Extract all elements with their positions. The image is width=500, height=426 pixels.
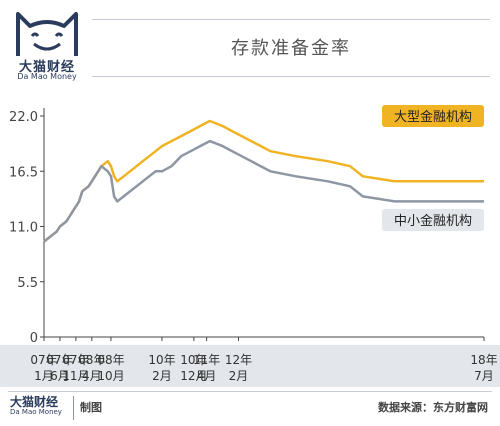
footer-brand-subtitle: Da Mao Money: [10, 408, 62, 416]
x-tick-label-year: 07年: [30, 353, 57, 367]
x-tick-label-year: 08年: [78, 353, 105, 367]
footer-separator: [73, 396, 74, 420]
legend-large-banks-label: 大型金融机构: [394, 109, 472, 125]
y-tick-label: 5.5: [17, 276, 38, 291]
x-tick-label-month: 10月: [97, 369, 124, 383]
footer-brand-name: 大猫财经: [10, 395, 59, 409]
legend-small-banks-label: 中小金融机构: [394, 213, 472, 229]
footer-made-label: 制图: [80, 401, 102, 414]
brand-logo-icon: [16, 12, 78, 56]
x-tick-label-year: 10年: [148, 353, 175, 367]
footer-rule: [8, 391, 492, 392]
x-tick-label-year: 12年: [225, 353, 252, 367]
y-tick-label: 22.0: [9, 110, 38, 125]
brand-name: 大猫财经: [18, 60, 75, 75]
title-bottom-rule: [92, 76, 490, 77]
x-tick-label-month: 2月: [152, 369, 172, 383]
x-tick-label-month: 7月: [474, 369, 494, 383]
x-axis-band: [0, 345, 500, 387]
x-tick-label-month: 4月: [197, 369, 217, 383]
x-tick-label-year: 08年: [97, 353, 124, 367]
y-tick-label: 0: [30, 331, 38, 346]
y-tick-label: 11.0: [9, 221, 38, 236]
x-tick-label-year: 18年: [470, 353, 497, 367]
chart-title: 存款准备金率: [231, 38, 351, 59]
x-tick-label-month: 6月: [50, 369, 70, 383]
title-top-rule: [92, 19, 490, 20]
x-tick-label-year: 07年: [46, 353, 73, 367]
y-tick-label: 16.5: [9, 165, 38, 180]
x-tick-label-year: 11年: [193, 353, 220, 367]
footer-source: 数据来源：东方财富网: [378, 401, 488, 414]
legend-large-banks-bg: [382, 105, 484, 127]
x-tick-label-month: 2月: [229, 369, 249, 383]
legend-small-banks-bg: [382, 209, 484, 231]
x-tick-label-year: 07年: [62, 353, 89, 367]
x-tick-label-month: 12月: [180, 369, 207, 383]
x-tick-label-month: 4月: [82, 369, 102, 383]
series-line-small-banks: [43, 139, 484, 243]
x-tick-label-month: 1月: [34, 369, 54, 383]
x-tick-label-year: 10年: [180, 353, 207, 367]
x-tick-label-month: 11月: [62, 369, 89, 383]
brand-subtitle: Da Mao Money: [17, 72, 77, 81]
